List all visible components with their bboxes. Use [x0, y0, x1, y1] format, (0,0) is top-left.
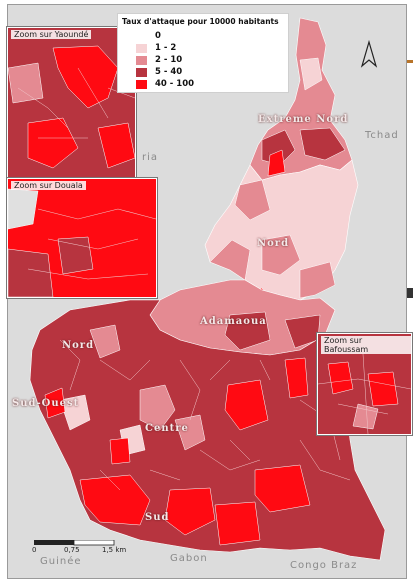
- district-west-light: [59, 394, 91, 431]
- country-label-tchad: Tchad: [365, 130, 399, 141]
- inset-bafoussam: Zoom sur Bafoussam: [317, 333, 412, 435]
- inset-yaounde: Zoom sur Yaoundé: [7, 27, 136, 179]
- district-east-hot-a: [224, 379, 269, 431]
- scale-label-mid: 0,75: [64, 546, 80, 554]
- frame-tick: [407, 60, 413, 63]
- legend-label: 1 - 2: [155, 43, 177, 53]
- north-arrow-icon: [360, 40, 378, 68]
- legend: Taux d'attaque pour 10000 habitants 0 1 …: [117, 13, 289, 93]
- district-south-hot-b: [164, 487, 216, 536]
- district-extreme-nord-d: [267, 149, 286, 177]
- region-nord: [204, 159, 359, 301]
- legend-item: 1 - 2: [136, 43, 176, 53]
- scale-label-end: 1,5 km: [102, 546, 127, 554]
- legend-item: 5 - 40: [136, 67, 182, 77]
- country-label-guinee: Guinée: [40, 556, 82, 567]
- scale-bar: [34, 540, 115, 546]
- district-extreme-nord-b: [299, 127, 346, 161]
- district-boundaries: [59, 339, 351, 491]
- district-south-hot-c: [254, 464, 311, 513]
- district-nord-a: [209, 239, 251, 281]
- region-label-extreme-nord: Extreme Nord: [258, 114, 349, 125]
- district-nord-c: [299, 261, 336, 299]
- district-centre-b: [174, 414, 206, 451]
- legend-label: 5 - 40: [155, 67, 183, 77]
- legend-title: Taux d'attaque pour 10000 habitants: [122, 17, 279, 26]
- inset-yaounde-map: [8, 28, 135, 178]
- district-south-hot-d: [214, 501, 261, 546]
- region-label-nord-ouest: Nord: [62, 340, 95, 351]
- legend-item: 2 - 10: [136, 55, 182, 65]
- legend-swatch: [136, 31, 147, 41]
- district-centre-hot: [109, 437, 131, 465]
- country-label-nigeria: ria: [142, 152, 159, 163]
- region-label-sud-ouest: Sud-Ouest: [12, 398, 80, 409]
- legend-item: 0: [136, 31, 161, 41]
- district-adamaoua-a: [224, 311, 271, 351]
- district-west-pink: [89, 324, 121, 359]
- district-nord-b: [261, 234, 301, 276]
- district-sw-hot: [44, 387, 66, 419]
- inset-yaounde-title: Zoom sur Yaoundé: [11, 30, 92, 39]
- legend-swatch: [136, 67, 147, 77]
- district-east-hot-b: [284, 357, 309, 399]
- region-label-adamaoua: Adamaoua: [200, 316, 267, 327]
- district-centre-a: [139, 384, 176, 431]
- legend-label: 0: [155, 31, 161, 41]
- legend-item: 40 - 100: [136, 79, 194, 89]
- legend-swatch: [136, 55, 147, 65]
- scale-label-zero: 0: [32, 546, 37, 554]
- region-label-nord: Nord: [257, 238, 290, 249]
- district-south-hot-a: [79, 474, 151, 526]
- inset-bafoussam-title: Zoom sur Bafoussam: [321, 336, 411, 354]
- legend-label: 40 - 100: [155, 79, 195, 89]
- region-label-centre: Centre: [145, 423, 189, 434]
- country-label-gabon: Gabon: [170, 553, 208, 564]
- inset-douala-title: Zoom sur Douala: [11, 181, 86, 190]
- region-label-sud: Sud: [145, 512, 170, 523]
- country-label-congo: Congo Braz: [290, 560, 358, 571]
- inset-douala-map: [8, 179, 156, 297]
- legend-swatch: [136, 43, 147, 53]
- inset-douala: Zoom sur Douala: [7, 178, 157, 298]
- district-extreme-nord-c: [299, 57, 323, 91]
- district-nord-d: [234, 179, 271, 221]
- frame-tick: [407, 288, 413, 298]
- legend-swatch: [136, 79, 147, 89]
- legend-label: 2 - 10: [155, 55, 183, 65]
